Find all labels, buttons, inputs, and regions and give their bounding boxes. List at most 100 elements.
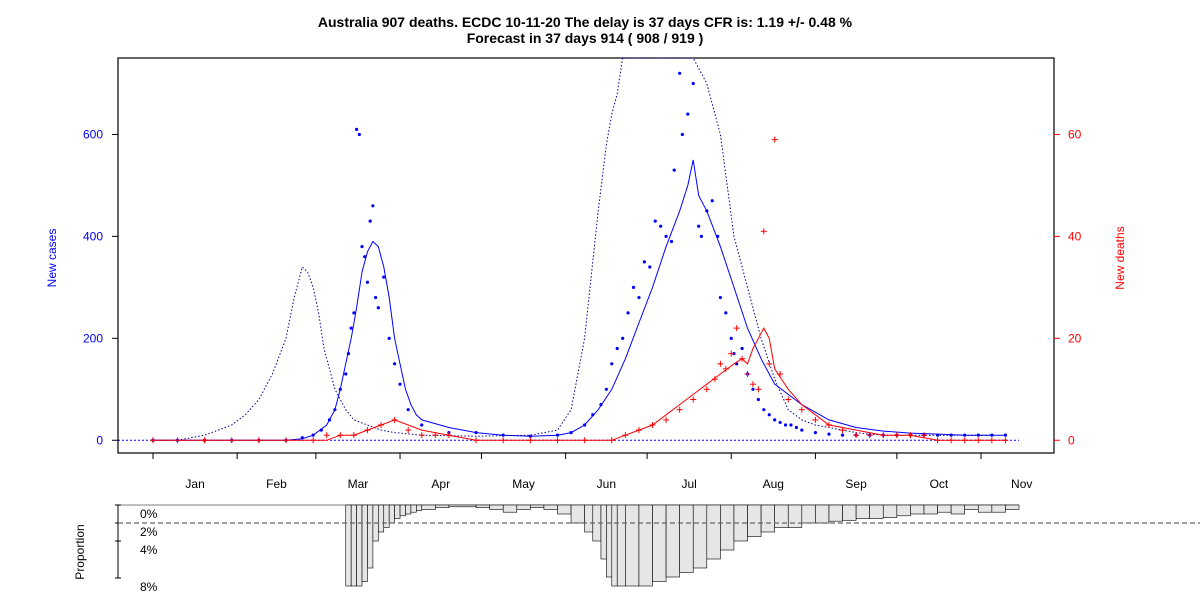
proportion-bar-58	[964, 504, 979, 510]
proportion-bar-31	[611, 504, 618, 587]
proportion-bar-36	[665, 504, 680, 578]
left-tick-label-0: 0	[96, 433, 103, 447]
chart-title: Australia 907 deaths. ECDC 10-11-20 The …	[318, 14, 853, 30]
right-tick-label-1: 20	[1068, 331, 1082, 345]
proportion-bar-54	[910, 504, 925, 515]
proportion-bar-50	[855, 504, 870, 519]
proportion-bar-18	[448, 504, 477, 508]
month-label-mar: Mar	[348, 477, 369, 491]
month-label-apr: Apr	[431, 477, 450, 491]
case-point-53	[672, 168, 676, 172]
case-point-20	[365, 280, 370, 284]
proportion-bar-51	[869, 504, 884, 519]
proportion-bar-26	[570, 504, 585, 524]
case-point-17	[357, 132, 361, 137]
proportion-bar-53	[896, 504, 911, 517]
case-point-55	[680, 132, 684, 137]
proportion-bar-13	[405, 504, 412, 515]
case-point-23	[374, 295, 378, 300]
proportion-bar-8	[378, 504, 385, 533]
proportion-bar-44	[774, 504, 789, 528]
proportion-bar-56	[937, 504, 952, 513]
month-label-jan: Jan	[185, 477, 204, 491]
case-point-57	[691, 81, 695, 86]
case-point-12	[344, 372, 348, 376]
proportion-bar-52	[882, 504, 898, 518]
right-tick-label-0: 0	[1068, 433, 1075, 447]
proportion-bar-12	[399, 504, 406, 517]
case-point-73	[767, 413, 771, 417]
case-point-63	[718, 295, 722, 300]
case-point-15	[352, 311, 356, 315]
proportion-bar-45	[787, 504, 803, 528]
case-point-80	[813, 431, 817, 435]
case-point-44	[626, 311, 630, 315]
left-tick-label-1: 200	[83, 331, 103, 345]
case-point-18	[360, 244, 364, 249]
proportion-bar-15	[416, 504, 423, 511]
proportion-bar-48	[828, 504, 843, 522]
proportion-tick-label-1: 2%	[140, 525, 158, 539]
proportion-bar-10	[388, 504, 395, 524]
case-point-68	[740, 346, 744, 351]
month-label-aug: Aug	[763, 477, 784, 491]
proportion-bar-3	[350, 504, 357, 587]
proportion-bar-23	[530, 504, 545, 508]
proportion-bar-30	[606, 504, 613, 578]
case-point-27	[393, 362, 397, 366]
case-point-28	[398, 382, 402, 386]
proportion-bar-55	[923, 504, 938, 515]
case-point-65	[729, 336, 733, 340]
proportion-bar-27	[584, 504, 594, 533]
left-tick-label-3: 600	[83, 127, 103, 141]
case-point-52	[669, 239, 674, 244]
case-point-25	[382, 275, 386, 279]
proportion-bar-35	[652, 504, 667, 582]
case-point-78	[794, 425, 798, 430]
left-axis-title: New cases	[45, 229, 59, 288]
case-point-41	[610, 362, 614, 366]
proportion-bar-34	[638, 504, 653, 587]
case-point-81	[827, 432, 831, 436]
proportion-tick-label-3: 8%	[140, 580, 158, 594]
proportion-bar-40	[720, 504, 735, 551]
case-point-43	[621, 336, 625, 340]
month-label-feb: Feb	[266, 477, 287, 491]
month-label-jul: Jul	[681, 477, 696, 491]
proportion-tick-label-0: 0%	[140, 507, 158, 521]
proportion-bar-20	[489, 504, 504, 510]
case-point-77	[789, 423, 793, 427]
case-point-74	[773, 418, 777, 422]
proportion-bar-25	[557, 504, 572, 515]
month-label-nov: Nov	[1011, 477, 1032, 491]
case-point-21	[368, 219, 372, 223]
case-point-26	[387, 336, 391, 340]
proportion-bar-4	[356, 504, 363, 587]
proportion-bar-49	[842, 504, 857, 521]
case-point-56	[686, 112, 690, 116]
proportion-bar-29	[600, 504, 607, 560]
month-label-sep: Sep	[845, 477, 867, 491]
case-point-42	[615, 346, 619, 351]
case-point-94	[1003, 433, 1008, 437]
proportion-bar-46	[801, 504, 816, 524]
right-axis-title: New deaths	[1113, 226, 1127, 289]
right-tick-label-3: 60	[1068, 127, 1082, 141]
case-point-45	[631, 285, 636, 289]
proportion-bar-16	[421, 504, 436, 510]
case-point-61	[710, 199, 714, 203]
proportion-bar-37	[679, 504, 694, 573]
case-point-47	[642, 260, 646, 264]
proportion-bar-19	[475, 504, 490, 508]
right-tick-label-2: 40	[1068, 229, 1082, 243]
month-label-jun: Jun	[597, 477, 616, 491]
case-point-54	[678, 71, 682, 75]
case-point-29	[406, 408, 410, 412]
proportion-bar-60	[991, 504, 1006, 513]
case-point-51	[664, 234, 668, 238]
case-point-22	[371, 204, 375, 208]
case-point-14	[349, 326, 353, 330]
proportion-bar-33	[625, 504, 640, 587]
proportion-bar-47	[815, 504, 830, 524]
case-point-75	[778, 420, 782, 425]
